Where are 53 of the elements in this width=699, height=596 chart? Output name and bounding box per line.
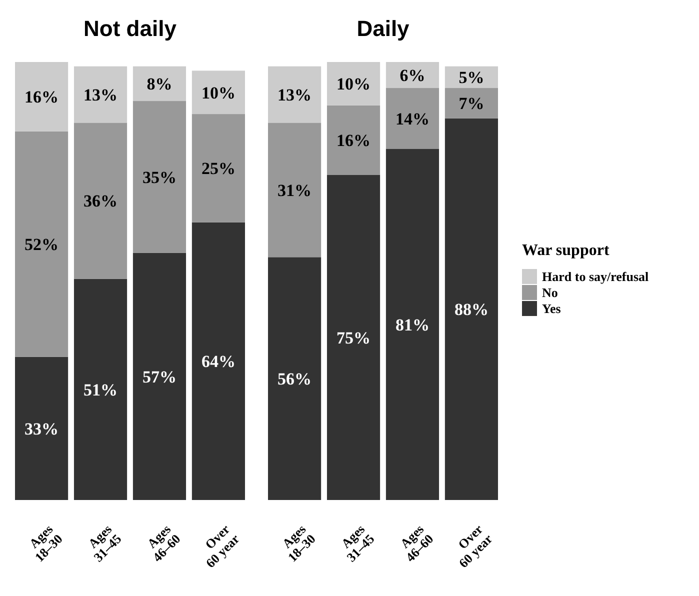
bar — [444, 88, 498, 118]
data-label: 5% — [458, 68, 484, 88]
legend-label: Yes — [542, 301, 561, 316]
bar — [268, 257, 322, 500]
data-label: 52% — [24, 235, 59, 254]
bar — [386, 88, 440, 149]
bar — [132, 252, 186, 500]
data-label: 36% — [84, 192, 118, 211]
bar — [192, 114, 245, 222]
data-label: 57% — [142, 367, 176, 386]
bar — [132, 66, 186, 102]
data-label: 51% — [84, 380, 118, 400]
bar — [132, 101, 186, 253]
bar — [192, 222, 245, 500]
data-label: 16% — [24, 88, 59, 107]
data-label: 8% — [146, 74, 172, 94]
bar — [268, 66, 322, 123]
data-label: 16% — [336, 131, 371, 150]
data-label: 33% — [24, 419, 59, 438]
legend-label: Hard to say/refusal — [542, 269, 650, 284]
bar — [74, 122, 128, 279]
data-label: 75% — [336, 328, 371, 348]
data-label: 64% — [201, 352, 236, 372]
legend-title: War support — [522, 242, 610, 259]
legend-label: No — [542, 285, 558, 300]
data-label: 25% — [201, 159, 236, 178]
chart-title: Not daily — [84, 16, 178, 41]
data-label: 10% — [201, 83, 236, 102]
bar — [15, 356, 68, 500]
data-label: 14% — [395, 109, 430, 128]
data-label: 7% — [458, 94, 484, 114]
bar — [444, 118, 498, 500]
bar — [326, 105, 380, 175]
data-label: 81% — [395, 315, 430, 334]
data-label: 88% — [454, 300, 488, 320]
bar — [386, 62, 440, 88]
chart-title: Daily — [356, 16, 410, 41]
data-label: 35% — [142, 168, 176, 187]
data-label: 10% — [336, 74, 371, 94]
bar — [74, 66, 128, 123]
data-label: 56% — [278, 370, 312, 389]
bar — [326, 62, 380, 106]
bar — [192, 70, 245, 114]
data-label: 13% — [278, 85, 312, 104]
data-label: 6% — [400, 66, 426, 85]
bar — [268, 122, 322, 258]
bar — [15, 62, 68, 132]
bar — [15, 131, 68, 357]
bar — [74, 278, 128, 500]
data-label: 31% — [278, 180, 312, 200]
bar — [326, 174, 380, 500]
bar — [386, 148, 440, 500]
data-label: 13% — [84, 85, 118, 104]
